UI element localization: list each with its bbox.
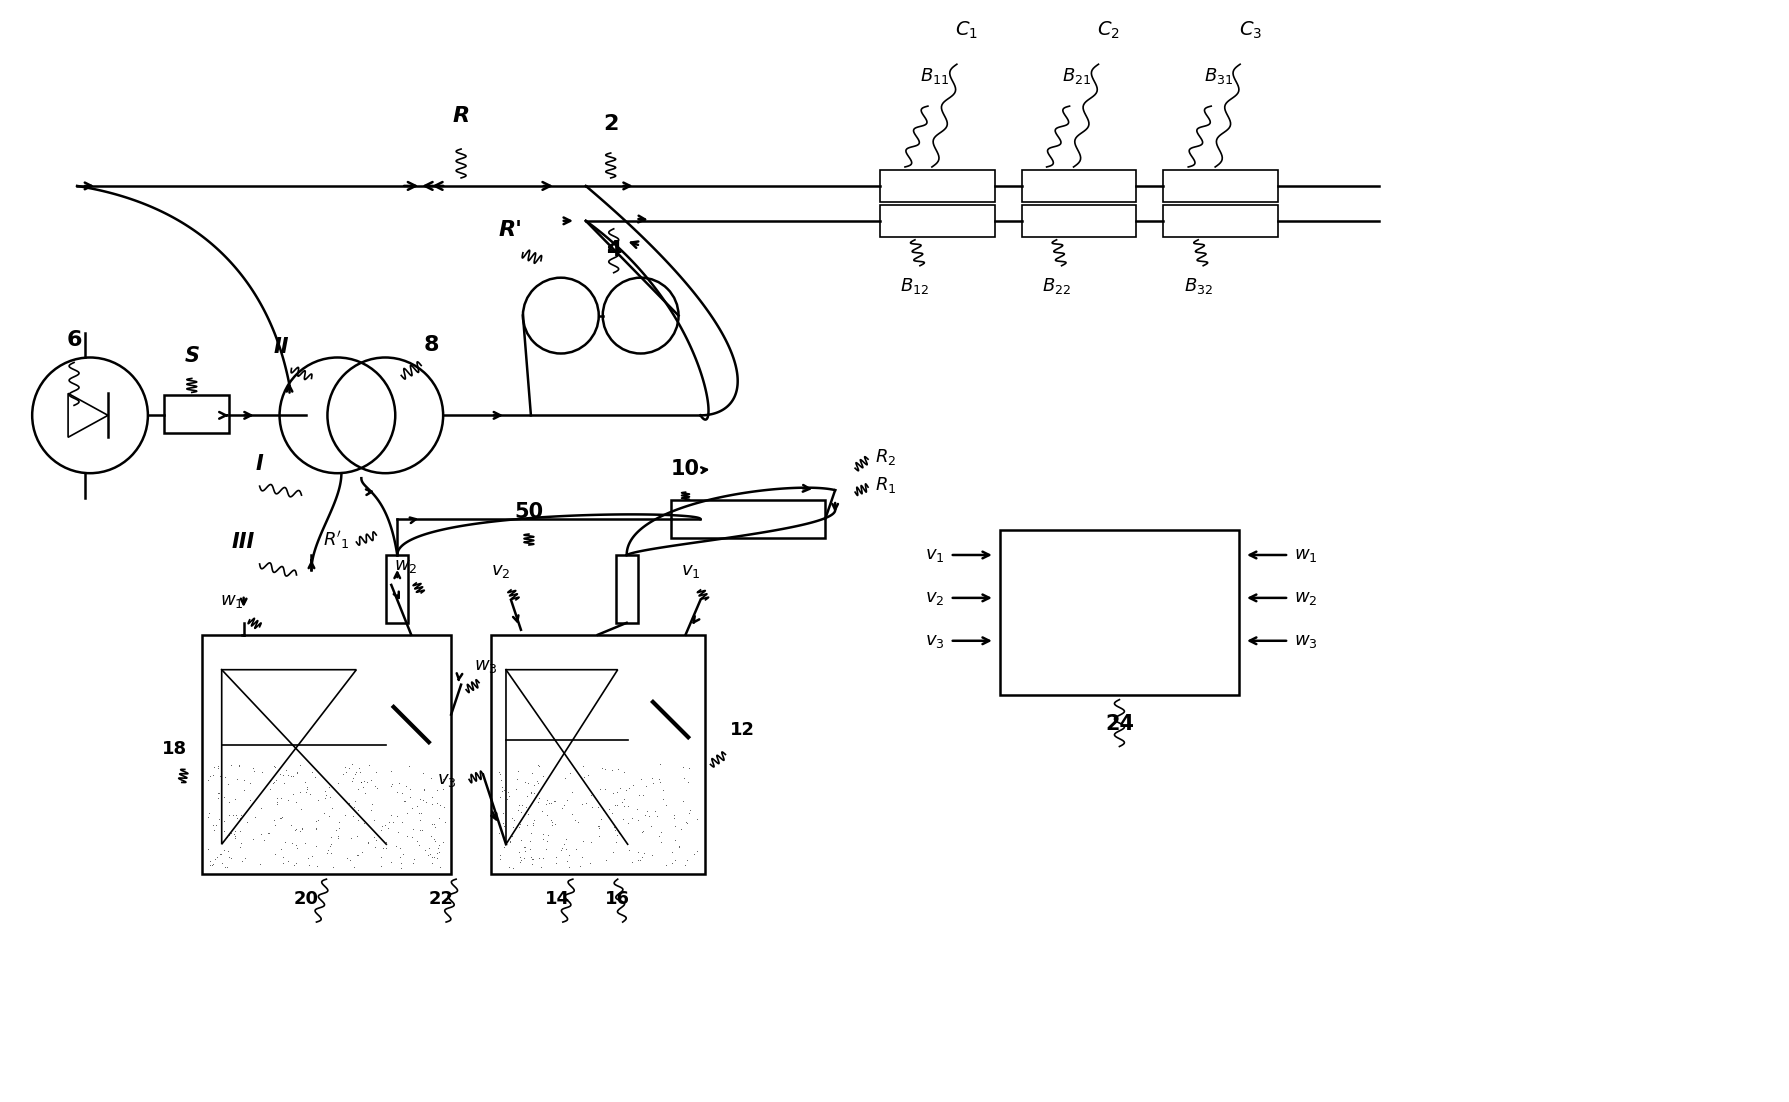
Text: III: III bbox=[233, 532, 256, 552]
Text: $R_1$: $R_1$ bbox=[875, 475, 896, 495]
Text: $v_3$: $v_3$ bbox=[925, 631, 945, 650]
Bar bbox=[1163, 170, 1277, 202]
Text: $B_{32}$: $B_{32}$ bbox=[1184, 276, 1213, 295]
Text: 4: 4 bbox=[606, 240, 621, 260]
Text: $w_1$: $w_1$ bbox=[1293, 545, 1317, 564]
Text: 12: 12 bbox=[730, 721, 755, 738]
Text: $v_1$: $v_1$ bbox=[925, 545, 945, 564]
Text: 10: 10 bbox=[671, 460, 699, 479]
Bar bbox=[386, 555, 408, 623]
Text: II: II bbox=[274, 336, 290, 357]
Bar bbox=[1000, 530, 1240, 694]
Text: $R_2$: $R_2$ bbox=[875, 447, 896, 467]
Text: 50: 50 bbox=[515, 503, 544, 522]
Text: $w_3$: $w_3$ bbox=[474, 657, 497, 674]
Text: 18: 18 bbox=[161, 741, 186, 758]
Text: R': R' bbox=[499, 219, 522, 240]
Text: 20: 20 bbox=[293, 890, 318, 908]
Text: S: S bbox=[184, 346, 199, 367]
Bar bbox=[615, 555, 637, 623]
Text: R: R bbox=[453, 106, 471, 126]
Text: $w_1$: $w_1$ bbox=[220, 592, 243, 609]
Text: 24: 24 bbox=[1106, 714, 1134, 734]
Text: $v_2$: $v_2$ bbox=[492, 562, 510, 580]
Text: $C_2$: $C_2$ bbox=[1097, 20, 1120, 41]
Text: $B_{21}$: $B_{21}$ bbox=[1063, 66, 1091, 86]
Bar bbox=[490, 635, 705, 874]
Text: $w_2$: $w_2$ bbox=[395, 557, 419, 575]
Text: $C_3$: $C_3$ bbox=[1238, 20, 1261, 41]
Text: $v_3$: $v_3$ bbox=[437, 771, 456, 789]
Bar bbox=[1022, 205, 1136, 237]
Text: 22: 22 bbox=[429, 890, 454, 908]
Bar bbox=[165, 396, 229, 433]
Text: $B_{22}$: $B_{22}$ bbox=[1041, 276, 1072, 295]
Bar bbox=[880, 205, 995, 237]
Text: $R'_1$: $R'_1$ bbox=[322, 529, 349, 551]
Bar bbox=[671, 500, 825, 538]
Text: 6: 6 bbox=[66, 329, 82, 349]
Bar bbox=[880, 170, 995, 202]
Text: $v_1$: $v_1$ bbox=[682, 562, 699, 580]
Text: 14: 14 bbox=[546, 890, 571, 908]
Text: $B_{31}$: $B_{31}$ bbox=[1204, 66, 1233, 86]
Text: $B_{11}$: $B_{11}$ bbox=[920, 66, 950, 86]
Text: $v_2$: $v_2$ bbox=[925, 588, 945, 607]
Text: I: I bbox=[256, 454, 263, 474]
Text: 8: 8 bbox=[424, 335, 438, 355]
Text: $w_3$: $w_3$ bbox=[1293, 631, 1318, 650]
Text: $C_1$: $C_1$ bbox=[955, 20, 979, 41]
Text: $w_2$: $w_2$ bbox=[1293, 588, 1317, 607]
Text: 2: 2 bbox=[603, 114, 619, 134]
Text: 16: 16 bbox=[605, 890, 630, 908]
Text: $B_{12}$: $B_{12}$ bbox=[900, 276, 930, 295]
Bar bbox=[202, 635, 451, 874]
Bar bbox=[1022, 170, 1136, 202]
Bar bbox=[1163, 205, 1277, 237]
